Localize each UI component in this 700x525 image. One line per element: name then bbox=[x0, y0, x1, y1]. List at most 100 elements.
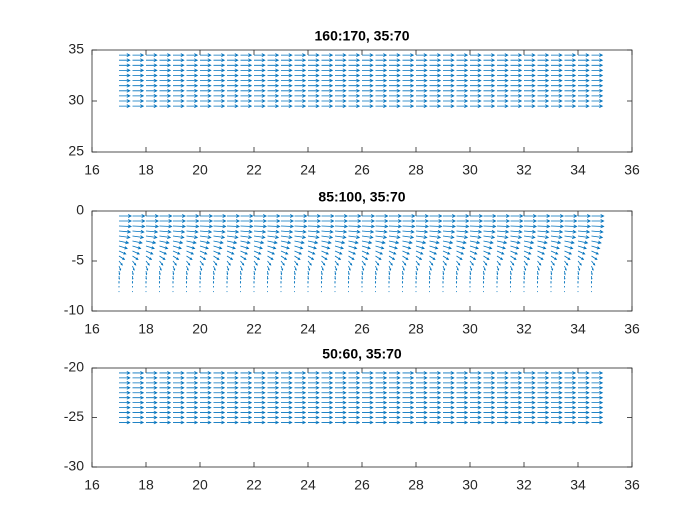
arrow bbox=[442, 245, 452, 250]
arrow bbox=[470, 415, 482, 420]
arrow bbox=[578, 73, 590, 78]
arrow bbox=[172, 224, 187, 229]
arrow bbox=[146, 410, 158, 415]
arrow bbox=[186, 371, 199, 375]
arrow bbox=[591, 214, 605, 218]
arrow bbox=[199, 275, 202, 280]
arrow bbox=[119, 63, 131, 68]
arrow bbox=[442, 265, 446, 271]
arrow bbox=[294, 58, 307, 63]
arrow bbox=[402, 53, 415, 57]
arrow bbox=[158, 281, 161, 284]
arrow bbox=[402, 376, 415, 380]
arrow bbox=[550, 255, 558, 260]
arrow bbox=[497, 94, 509, 98]
arrow bbox=[199, 270, 202, 276]
x-tick-label: 32 bbox=[516, 162, 532, 178]
arrow bbox=[240, 385, 253, 390]
arrow bbox=[362, 420, 374, 425]
arrow bbox=[348, 260, 353, 266]
arrow bbox=[510, 94, 523, 98]
arrow bbox=[578, 78, 590, 83]
arrow bbox=[146, 88, 158, 93]
arrow bbox=[240, 224, 254, 229]
arrow bbox=[402, 224, 416, 229]
arrow bbox=[388, 245, 398, 250]
arrow bbox=[321, 376, 334, 380]
arrow bbox=[361, 270, 364, 276]
arrow bbox=[200, 376, 212, 380]
arrow bbox=[510, 88, 523, 93]
arrow bbox=[361, 240, 373, 245]
arrow bbox=[213, 400, 226, 405]
arrow bbox=[389, 415, 401, 420]
arrow bbox=[280, 245, 290, 250]
arrow bbox=[402, 410, 415, 415]
arrow bbox=[510, 395, 523, 400]
arrow bbox=[429, 400, 442, 405]
arrow bbox=[321, 420, 334, 425]
arrow bbox=[416, 219, 430, 223]
arrow bbox=[443, 405, 455, 410]
arrow bbox=[551, 53, 563, 57]
arrow bbox=[294, 83, 307, 88]
arrow bbox=[537, 83, 550, 88]
arrow bbox=[173, 420, 185, 425]
arrow bbox=[254, 405, 266, 410]
arrow bbox=[415, 275, 418, 280]
arrow bbox=[591, 63, 604, 68]
arrow bbox=[119, 58, 131, 63]
arrow bbox=[361, 235, 374, 239]
arrow bbox=[281, 420, 293, 425]
arrow bbox=[496, 265, 500, 271]
arrow bbox=[348, 83, 361, 88]
arrow bbox=[483, 420, 496, 425]
arrow bbox=[550, 260, 555, 266]
arrow bbox=[591, 250, 600, 255]
arrow bbox=[200, 395, 212, 400]
arrow bbox=[497, 395, 509, 400]
arrow bbox=[308, 58, 320, 63]
arrow bbox=[146, 395, 158, 400]
arrow bbox=[267, 410, 280, 415]
arrow bbox=[577, 229, 591, 234]
arrow bbox=[551, 73, 563, 78]
arrow bbox=[321, 99, 334, 103]
arrow bbox=[470, 405, 482, 410]
arrow bbox=[442, 281, 444, 284]
arrow bbox=[388, 240, 400, 245]
arrow bbox=[578, 371, 590, 375]
arrow bbox=[348, 245, 358, 250]
arrow bbox=[308, 63, 320, 68]
arrow bbox=[213, 53, 226, 57]
arrow bbox=[119, 73, 131, 78]
arrow bbox=[375, 104, 388, 108]
arrow bbox=[321, 270, 323, 276]
arrow bbox=[172, 250, 181, 255]
arrow bbox=[146, 99, 158, 103]
arrow bbox=[348, 94, 361, 98]
arrow bbox=[551, 94, 563, 98]
arrow bbox=[523, 250, 532, 255]
arrow bbox=[375, 420, 388, 425]
arrow bbox=[469, 245, 479, 250]
arrow bbox=[281, 58, 293, 63]
y-tick-label: -10 bbox=[64, 302, 84, 318]
arrow bbox=[227, 99, 239, 103]
arrow bbox=[321, 265, 324, 271]
arrow bbox=[470, 63, 482, 68]
arrow bbox=[200, 78, 212, 83]
arrow bbox=[402, 83, 415, 88]
arrow bbox=[267, 265, 270, 271]
arrow bbox=[415, 250, 424, 255]
arrow bbox=[362, 400, 374, 405]
arrow bbox=[469, 229, 483, 234]
arrow bbox=[469, 260, 474, 266]
arrow bbox=[227, 420, 239, 425]
arrow bbox=[564, 63, 577, 68]
arrow bbox=[362, 99, 374, 103]
arrow bbox=[200, 53, 212, 57]
arrow bbox=[470, 73, 482, 78]
arrow bbox=[483, 265, 486, 271]
